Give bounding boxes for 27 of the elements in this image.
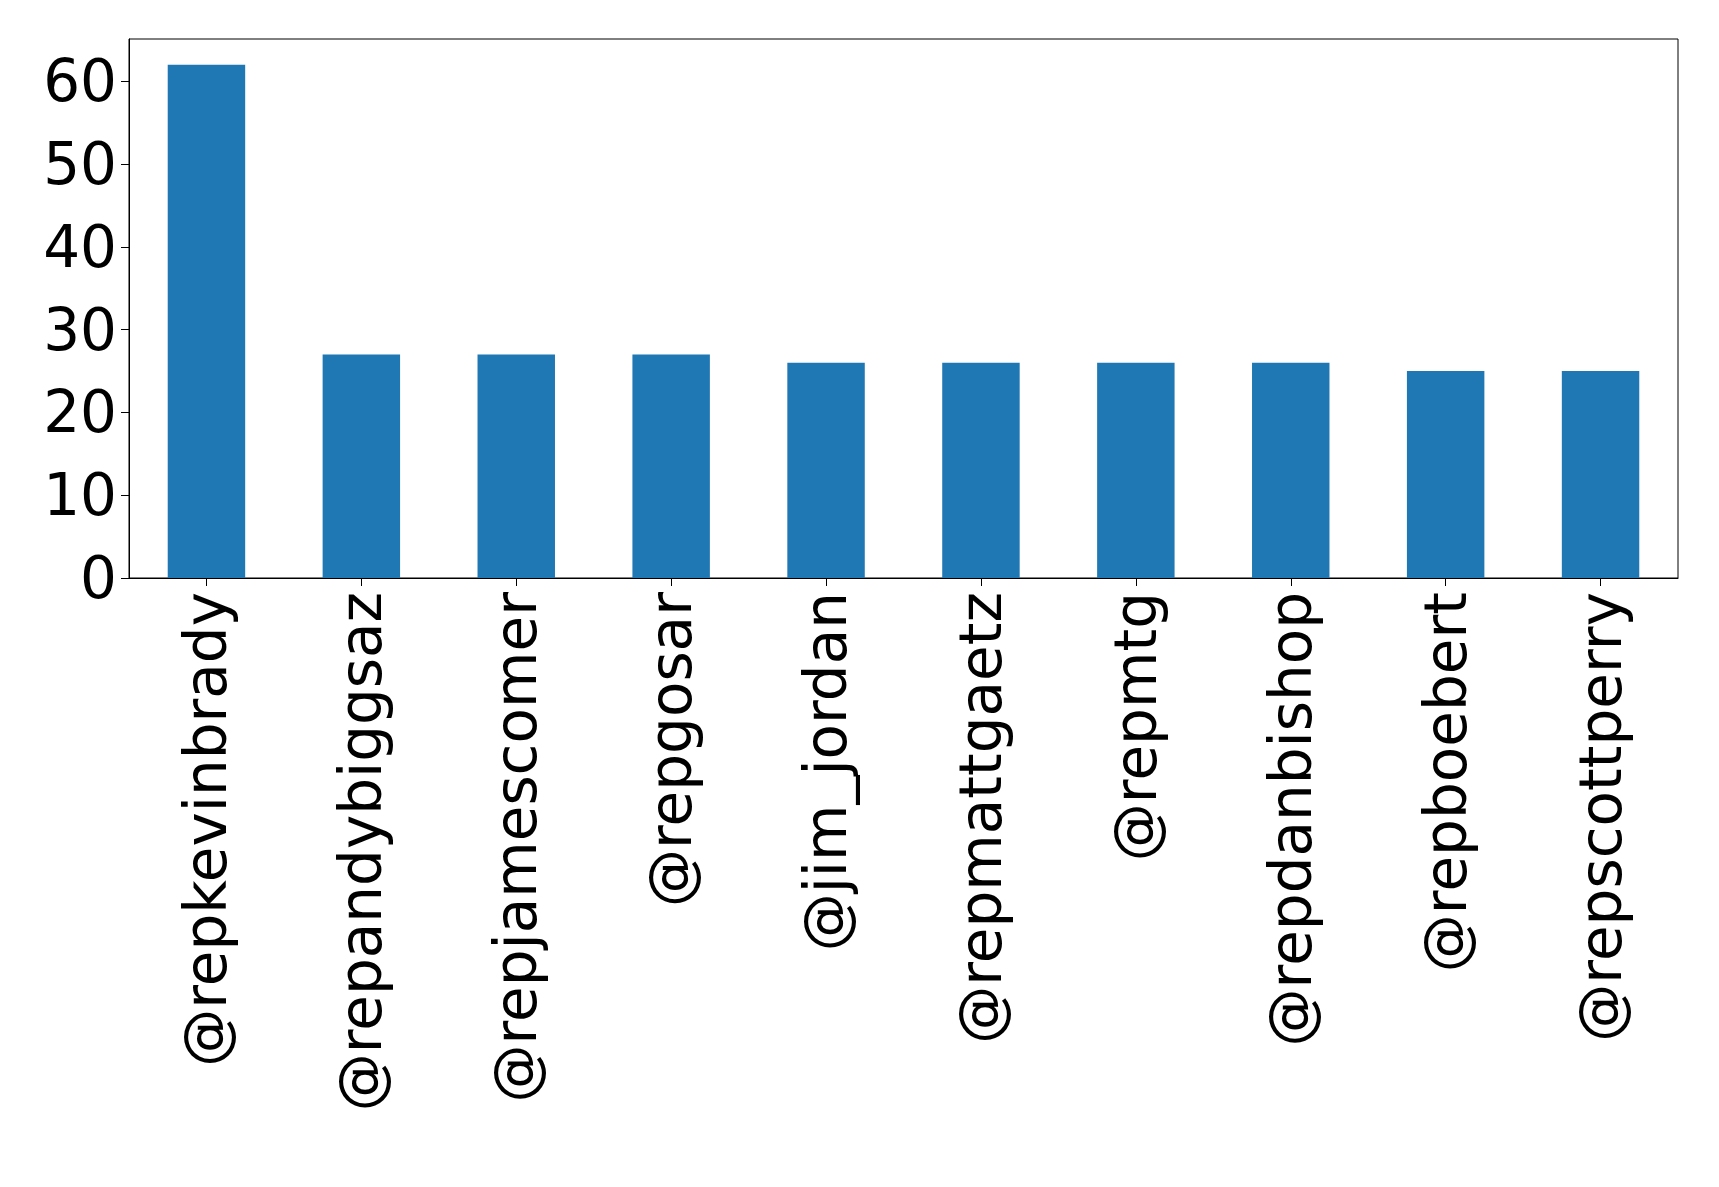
bar	[942, 362, 1020, 578]
y-tick-label: 60	[43, 47, 117, 116]
bar	[1561, 371, 1640, 578]
y-tick-label: 10	[43, 461, 117, 530]
y-tick-label: 30	[43, 295, 117, 364]
x-tick-label: @repjamescomer	[482, 591, 551, 1103]
bar	[787, 362, 865, 578]
bar	[1406, 371, 1485, 578]
y-tick-label: 0	[80, 544, 117, 612]
bar	[632, 354, 710, 578]
bar	[1252, 362, 1330, 578]
bar	[167, 64, 246, 578]
x-tick-label: @repmtg	[1101, 592, 1170, 862]
y-tick-label: 20	[43, 378, 117, 447]
bar	[477, 354, 555, 578]
x-tick-label: @repdanbishop	[1256, 592, 1325, 1047]
x-tick-label: @repboebert	[1411, 592, 1480, 973]
x-tick-label: @repscottperry	[1566, 592, 1635, 1042]
x-tick-label: @repkevinbrady	[172, 592, 241, 1067]
x-tick-label: @repandybiggsaz	[327, 592, 396, 1112]
bar	[1097, 362, 1175, 578]
x-tick-label: @repgosar	[637, 591, 706, 907]
y-tick-label: 40	[43, 212, 117, 281]
x-tick-label: @repmattgaetz	[946, 592, 1015, 1044]
x-tick-label: @jim_jordan	[792, 592, 861, 952]
bar	[322, 354, 401, 578]
y-tick-label: 50	[43, 130, 117, 199]
